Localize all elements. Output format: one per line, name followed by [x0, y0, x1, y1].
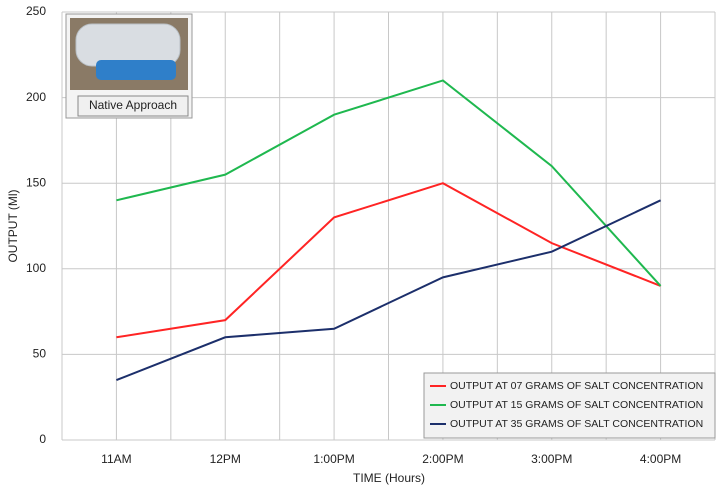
x-tick-label: 2:00PM [422, 452, 463, 466]
x-tick-label: 4:00PM [640, 452, 681, 466]
y-tick-label: 150 [26, 175, 46, 189]
legend-label: OUTPUT AT 07 GRAMS OF SALT CONCENTRATION [450, 380, 703, 392]
inset-cylinder [76, 24, 180, 66]
y-tick-label: 100 [26, 261, 46, 275]
inset-label: Native Approach [89, 98, 177, 112]
y-axis-label: OUTPUT (Ml) [6, 189, 20, 262]
x-axis-label: TIME (Hours) [353, 471, 425, 485]
y-tick-label: 250 [26, 4, 46, 18]
x-tick-label: 3:00PM [531, 452, 572, 466]
x-tick-label: 12PM [210, 452, 241, 466]
y-tick-label: 50 [33, 347, 47, 361]
y-tick-label: 0 [39, 432, 46, 446]
x-tick-label: 11AM [101, 452, 131, 466]
x-tick-label: 1:00PM [313, 452, 354, 466]
inset-photo: Native Approach [66, 14, 192, 118]
y-tick-label: 200 [26, 90, 46, 104]
legend: OUTPUT AT 07 GRAMS OF SALT CONCENTRATION… [424, 373, 715, 438]
legend-label: OUTPUT AT 15 GRAMS OF SALT CONCENTRATION [450, 399, 703, 411]
chart: Native Approach TIME (Hours) OUTPUT (Ml)… [0, 0, 716, 489]
legend-label: OUTPUT AT 35 GRAMS OF SALT CONCENTRATION [450, 418, 703, 430]
inset-stand [96, 60, 176, 80]
page: {"chart_data": {"type": "line", "x_label… [0, 0, 716, 489]
